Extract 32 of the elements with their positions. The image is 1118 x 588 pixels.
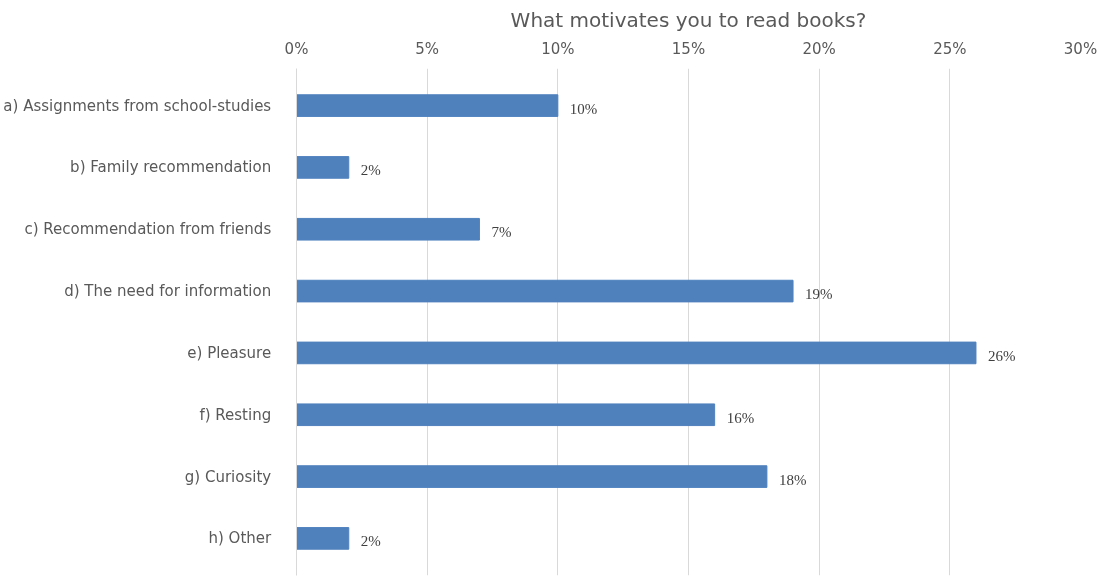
bar xyxy=(296,156,350,179)
data-label: 26% xyxy=(987,347,1016,364)
y-tick-label: g) Curiosity xyxy=(184,467,272,486)
y-tick-label: e) Pleasure xyxy=(187,343,272,362)
y-tick-label: d) The need for information xyxy=(64,282,272,301)
y-tick-label: a) Assignments from school-studies xyxy=(3,96,272,115)
y-tick-label: b) Family recommendation xyxy=(70,158,272,177)
bar xyxy=(296,94,559,117)
bar xyxy=(296,527,350,550)
data-label: 10% xyxy=(569,100,598,117)
bar xyxy=(296,341,977,365)
data-label: 19% xyxy=(805,286,833,303)
chart-title: What motivates you to read books? xyxy=(510,7,867,32)
bar xyxy=(296,217,480,241)
bar xyxy=(296,465,768,488)
y-tick-label: f) Resting xyxy=(199,405,272,424)
bar xyxy=(296,279,794,303)
x-tick-label: 20% xyxy=(802,39,836,58)
y-tick-label: c) Recommendation from friends xyxy=(24,220,272,239)
x-tick-label: 15% xyxy=(671,39,706,58)
bar xyxy=(296,403,716,427)
x-tick-label: 0% xyxy=(284,39,309,58)
x-tick-label: 25% xyxy=(933,39,967,58)
data-label: 16% xyxy=(726,409,755,426)
x-tick-label: 30% xyxy=(1063,39,1098,58)
data-label: 2% xyxy=(360,162,381,179)
x-tick-label: 10% xyxy=(541,39,575,58)
data-label: 7% xyxy=(491,224,512,241)
data-label: 18% xyxy=(778,471,807,488)
data-label: 2% xyxy=(360,533,381,550)
y-tick-label: h) Other xyxy=(208,529,273,548)
x-tick-label: 5% xyxy=(415,39,440,58)
